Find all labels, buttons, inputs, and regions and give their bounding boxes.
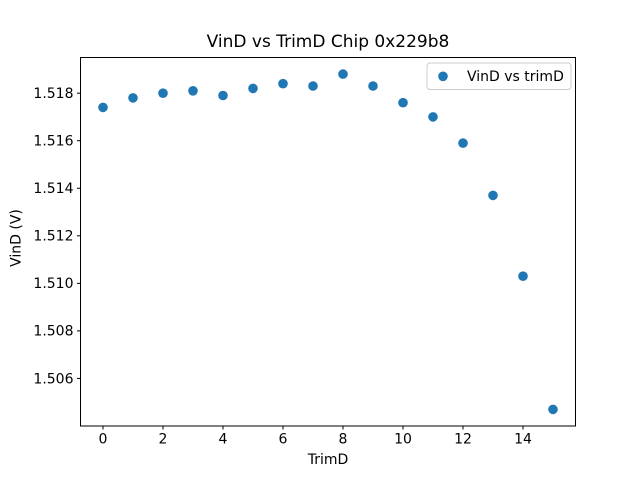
- x-tick-label: 2: [159, 432, 168, 448]
- data-point: [188, 86, 198, 96]
- data-point: [98, 102, 108, 113]
- data-point: [248, 83, 258, 94]
- x-tick-label: 12: [454, 432, 472, 448]
- x-axis-label: TrimD: [307, 452, 349, 468]
- chart-title: VinD vs TrimD Chip 0x229b8: [207, 32, 450, 52]
- axes-layer: 0 2 4 6 8 10 12 14 1.506 1.508 1.510 1.512 1.514 1.51…: [33, 57, 576, 448]
- x-tick-label: 6: [279, 432, 288, 448]
- x-tick-label: 14: [514, 432, 532, 448]
- data-point: [428, 112, 438, 122]
- data-point: [158, 88, 168, 98]
- y-tick-label: 1.514: [33, 181, 73, 197]
- y-tick-label: 1.506: [33, 371, 73, 387]
- data-point: [458, 138, 468, 148]
- legend-label: VinD vs trimD: [467, 69, 564, 85]
- y-tick-label: 1.512: [33, 229, 73, 245]
- y-tick-label: 1.518: [33, 86, 73, 102]
- data-point: [488, 190, 498, 201]
- legend-marker-icon: [438, 71, 448, 82]
- data-point: [128, 93, 138, 103]
- legend: VinD vs trimD: [426, 62, 572, 90]
- data-point: [218, 90, 228, 101]
- data-point: [278, 78, 288, 89]
- y-tick-label: 1.510: [33, 276, 73, 292]
- data-point: [338, 69, 348, 79]
- x-tick-label: 0: [99, 432, 108, 448]
- y-tick-label: 1.508: [33, 324, 73, 340]
- y-tick-label: 1.516: [33, 134, 73, 150]
- x-tick-label: 4: [219, 432, 228, 448]
- data-points-layer: [98, 69, 558, 415]
- data-point: [548, 404, 558, 415]
- data-point: [518, 271, 528, 282]
- x-tick-label: 10: [394, 432, 412, 448]
- data-point: [308, 81, 318, 91]
- data-point: [368, 81, 378, 91]
- legend-box: [426, 62, 572, 90]
- x-tick-label: 8: [339, 432, 348, 448]
- plot-area: [80, 57, 576, 427]
- y-axis-label: VinD (V): [9, 209, 25, 267]
- data-point: [398, 97, 408, 108]
